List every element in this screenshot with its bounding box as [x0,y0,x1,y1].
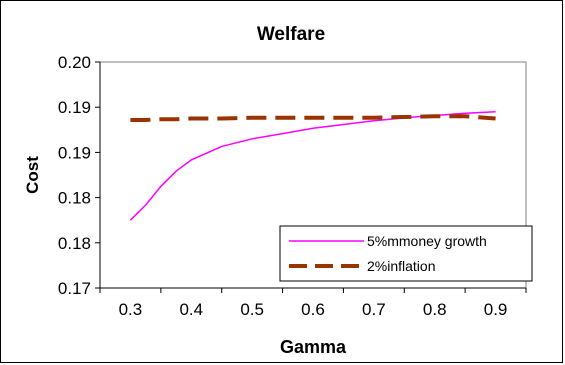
x-tick-label: 0.4 [179,300,203,319]
y-tick-label: 0.19 [58,143,91,162]
x-tick-label: 0.8 [423,300,447,319]
legend: 5%mmoney growth 2%inflation [279,225,533,282]
x-tick-label: 0.7 [362,300,386,319]
chart-title: Welfare [257,24,325,45]
y-tick-label: 0.18 [58,189,91,208]
legend-label-money-growth: 5%mmoney growth [367,233,487,249]
legend-box [279,225,533,282]
x-tick-label: 0.9 [484,300,508,319]
x-axis-label: Gamma [280,337,347,357]
x-axis: 0.3 0.4 0.5 0.6 0.7 0.8 0.9 [99,288,527,319]
y-axis-label: Cost [23,156,42,194]
x-tick-label: 0.5 [240,300,264,319]
y-tick-label: 0.20 [58,53,91,72]
y-axis: 0.17 0.18 0.18 0.19 0.19 0.20 [58,53,100,298]
series-layer [129,110,496,221]
y-tick-label: 0.17 [58,279,91,298]
series-line-inflation [130,114,496,122]
y-tick-label: 0.19 [58,98,91,117]
legend-label-inflation: 2%inflation [367,258,436,274]
y-tick-label: 0.18 [58,234,91,253]
x-tick-label: 0.3 [119,300,143,319]
x-tick-label: 0.6 [301,300,325,319]
